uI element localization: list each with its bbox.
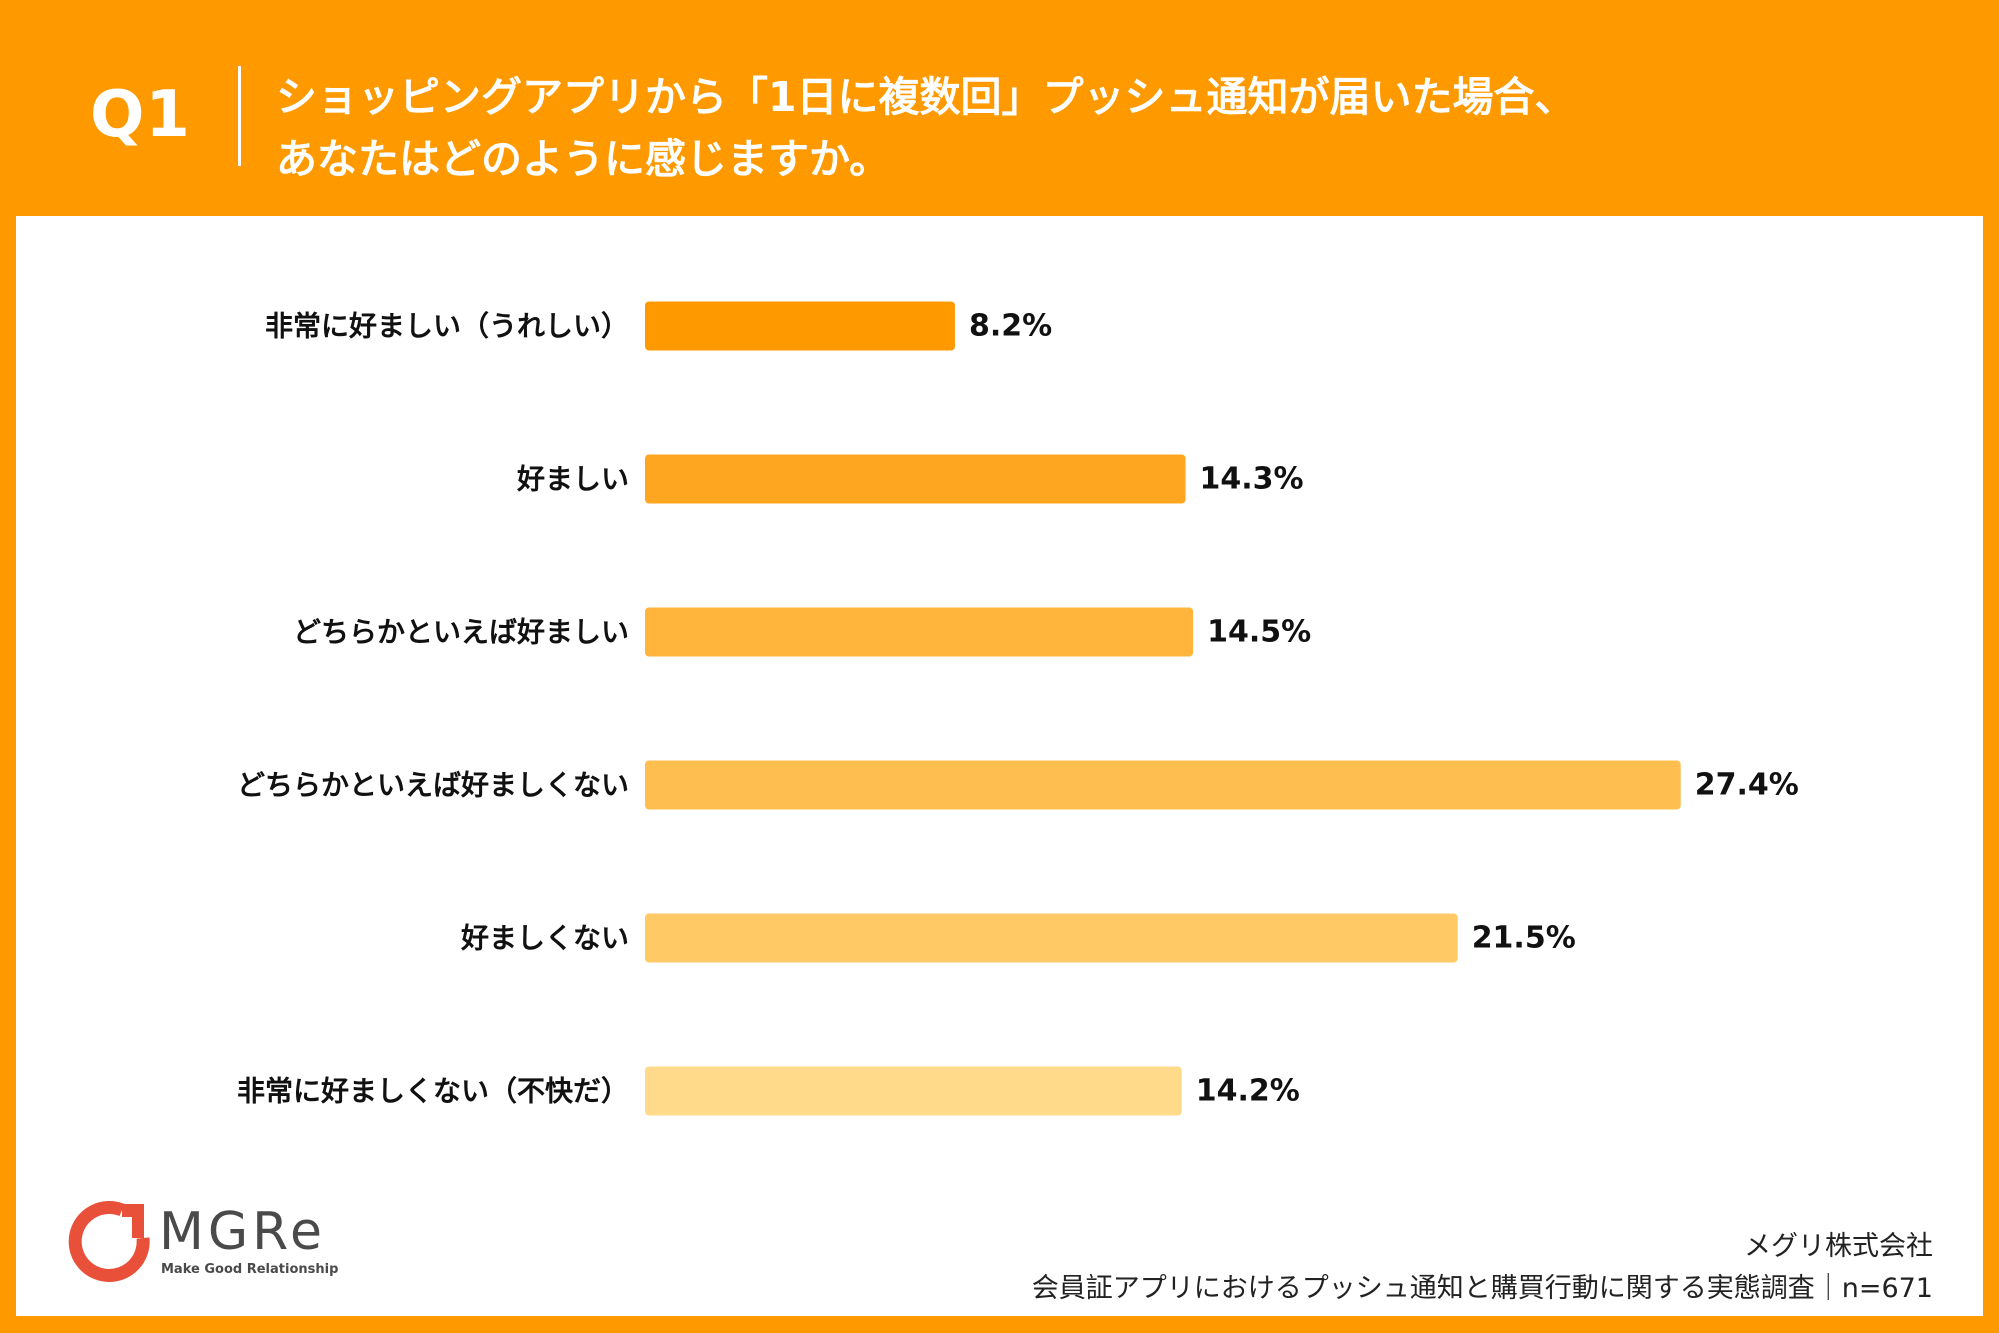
- chart-panel: 非常に好ましい（うれしい） 8.2% 好ましい 14.3% どちらかといえば好ましい 14…: [16, 216, 1983, 1316]
- bar-chart: 非常に好ましい（うれしい） 8.2% 好ましい 14.3% どちらかといえば好ましい 14…: [237, 301, 1799, 1116]
- logo-mark-icon: [68, 1201, 150, 1282]
- value-label: 14.3%: [1200, 462, 1304, 497]
- category-label: どちらかといえば好ましい: [293, 616, 629, 649]
- question-text: ショッピングアプリから「1日に複数回」プッシュ通知が届いた場合、 あなたはどのよ…: [276, 66, 1876, 190]
- header-divider: [238, 66, 241, 166]
- bar: [645, 760, 1681, 810]
- mgre-logo: MGRe Make Good Relationship: [64, 1196, 384, 1296]
- bar: [645, 301, 955, 351]
- question-number: Q1: [90, 78, 191, 152]
- logo-name: MGRe: [159, 1202, 326, 1262]
- question-line-1: ショッピングアプリから「1日に複数回」プッシュ通知が届いた場合、: [276, 73, 1576, 121]
- value-label: 14.5%: [1207, 615, 1311, 650]
- category-label: 非常に好ましくない（不快だ）: [237, 1075, 629, 1108]
- bar: [645, 454, 1186, 504]
- category-label: 好ましい: [516, 463, 629, 496]
- logo-tagline: Make Good Relationship: [161, 1262, 339, 1277]
- question-line-2: あなたはどのように感じますか。: [276, 135, 891, 183]
- category-label: 非常に好ましい（うれしい）: [265, 310, 629, 343]
- value-label: 14.2%: [1196, 1074, 1300, 1109]
- category-label: 好ましくない: [460, 922, 629, 955]
- footer-survey: 会員証アプリにおけるプッシュ通知と購買行動に関する実態調査｜n=671: [1031, 1273, 1933, 1304]
- value-label: 21.5%: [1472, 921, 1576, 956]
- bar: [645, 1066, 1182, 1116]
- category-label: どちらかといえば好ましくない: [237, 769, 629, 802]
- footer-company: メグリ株式会社: [1744, 1231, 1933, 1262]
- header: Q1 ショッピングアプリから「1日に複数回」プッシュ通知が届いた場合、 あなたは…: [0, 0, 1999, 216]
- bar: [645, 607, 1194, 657]
- value-label: 8.2%: [969, 309, 1052, 344]
- bar: [645, 913, 1458, 963]
- value-label: 27.4%: [1695, 768, 1799, 803]
